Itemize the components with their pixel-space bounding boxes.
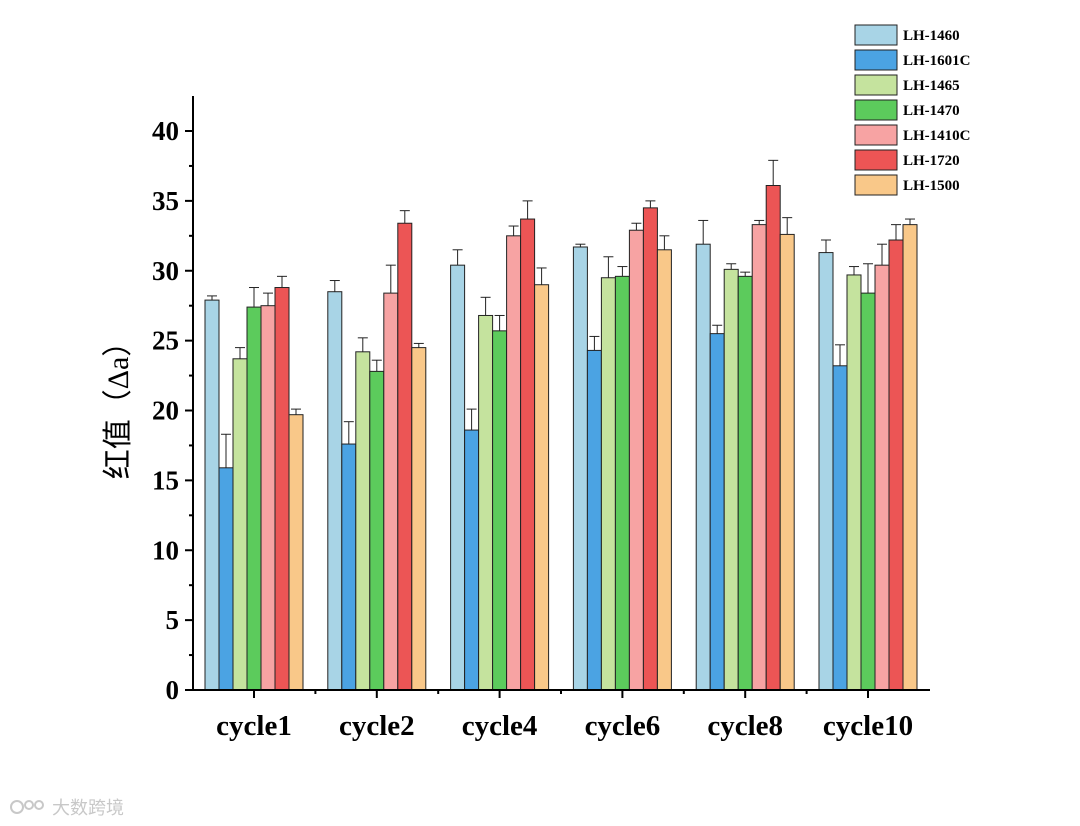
bar-LH-1460-cycle4	[450, 264, 466, 691]
bar-LH-1410C-cycle6	[628, 229, 644, 691]
bar-LH-1465-cycle2	[355, 351, 371, 691]
y-tick-label: 40	[152, 116, 179, 146]
bar-LH-1601C-cycle8	[709, 333, 725, 691]
legend-swatch-LH-1470	[854, 99, 898, 121]
bar-LH-1470-cycle4	[492, 330, 508, 691]
bar-LH-1470-cycle2	[369, 370, 385, 691]
bar-LH-1601C-cycle6	[586, 349, 602, 691]
legend-swatch-LH-1720	[854, 149, 898, 171]
axes: 0 5 10 15 20 25 30 35 40 cycle1 cycle2 cycle4 cycle6…	[152, 96, 930, 742]
bar-LH-1410C-cycle8	[751, 224, 767, 691]
legend-label-LH-1465: LH-1465	[903, 78, 960, 94]
legend-swatch-LH-1410C	[854, 124, 898, 146]
bar-LH-1470-cycle8	[737, 275, 753, 691]
bar-LH-1720-cycle4	[520, 218, 536, 691]
bar-LH-1601C-cycle1	[218, 467, 234, 691]
bar-LH-1601C-cycle4	[464, 429, 480, 691]
legend: LH-1460 LH-1601C LH-1465 LH-1470 LH-1410C LH-…	[854, 24, 971, 196]
bar-LH-1465-cycle10	[846, 274, 862, 691]
legend-swatch-LH-1601C	[854, 49, 898, 71]
bar-LH-1500-cycle2	[411, 347, 427, 691]
legend-label-LH-1460: LH-1460	[903, 28, 960, 44]
bar-LH-1460-cycle10	[818, 252, 834, 691]
y-tick-label: 35	[152, 186, 179, 216]
bar-LH-1500-cycle10	[902, 224, 918, 691]
bar-LH-1720-cycle10	[888, 239, 904, 691]
y-tick-label: 0	[166, 675, 180, 705]
legend-swatch-LH-1465	[854, 74, 898, 96]
y-tick-label: 5	[166, 605, 180, 635]
bar-LH-1465-cycle8	[723, 268, 739, 691]
bar-LH-1465-cycle6	[600, 277, 616, 691]
bar-LH-1465-cycle1	[232, 358, 248, 691]
bars	[204, 159, 918, 691]
legend-label-LH-1500: LH-1500	[903, 178, 960, 194]
bar-LH-1410C-cycle2	[383, 292, 399, 691]
bar-LH-1720-cycle8	[765, 185, 781, 691]
bar-LH-1720-cycle6	[642, 207, 658, 691]
watermark-text: 大数跨境	[52, 798, 124, 819]
bar-LH-1470-cycle6	[614, 275, 630, 691]
bar-LH-1470-cycle1	[246, 306, 262, 691]
legend-label-LH-1470: LH-1470	[903, 103, 960, 119]
legend-label-LH-1720: LH-1720	[903, 153, 960, 169]
bar-LH-1500-cycle1	[288, 414, 304, 691]
bar-LH-1460-cycle1	[204, 299, 220, 691]
y-tick-label: 20	[152, 396, 179, 426]
bar-LH-1601C-cycle2	[341, 443, 357, 691]
bar-LH-1410C-cycle1	[260, 305, 276, 691]
watermark: 大数跨境	[10, 794, 124, 820]
watermark-logo-icon	[10, 800, 44, 814]
x-tick-label-cycle1: cycle1	[216, 710, 292, 742]
x-tick-label-cycle10: cycle10	[823, 710, 913, 742]
x-tick-label-cycle8: cycle8	[707, 710, 783, 742]
bar-LH-1460-cycle2	[327, 291, 343, 691]
bar-LH-1465-cycle4	[478, 314, 494, 691]
bar-LH-1470-cycle10	[860, 292, 876, 691]
bar-LH-1500-cycle4	[534, 284, 550, 691]
bar-LH-1500-cycle6	[656, 249, 672, 691]
y-tick-label: 10	[152, 535, 179, 565]
bar-LH-1410C-cycle4	[506, 235, 522, 691]
legend-label-LH-1410C: LH-1410C	[903, 128, 971, 144]
legend-swatch-LH-1500	[854, 174, 898, 196]
bar-LH-1720-cycle1	[274, 287, 290, 691]
x-tick-label-cycle6: cycle6	[585, 710, 661, 742]
legend-swatch-LH-1460	[854, 24, 898, 46]
bar-LH-1460-cycle6	[572, 246, 588, 691]
y-tick-label: 25	[152, 326, 179, 356]
x-tick-label-cycle2: cycle2	[339, 710, 415, 742]
bar-LH-1460-cycle8	[695, 243, 711, 691]
bar-LH-1410C-cycle10	[874, 264, 890, 691]
bar-LH-1601C-cycle10	[832, 365, 848, 691]
y-axis-label: 红值（Δa）	[102, 327, 135, 480]
x-tick-label-cycle4: cycle4	[462, 710, 538, 742]
bar-LH-1500-cycle8	[779, 233, 795, 691]
y-tick-label: 30	[152, 256, 179, 286]
y-tick-label: 15	[152, 465, 179, 495]
bar-LH-1720-cycle2	[397, 222, 413, 691]
legend-label-LH-1601C: LH-1601C	[903, 53, 971, 69]
